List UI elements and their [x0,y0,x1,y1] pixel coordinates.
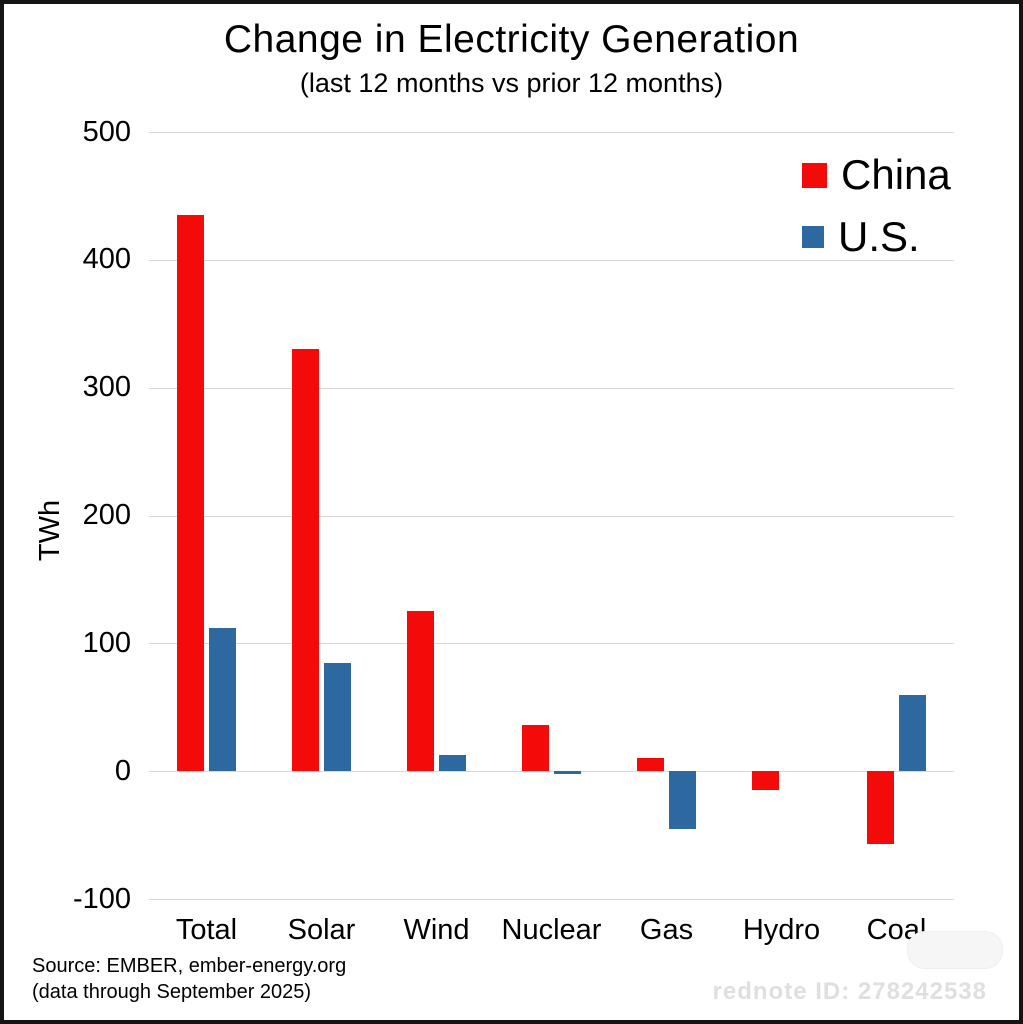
y-tick-400: 400 [82,243,131,276]
y-tick--100: -100 [72,882,131,915]
source-note: Source: EMBER, ember-energy.org (data th… [32,953,346,1005]
y-tick-200: 200 [82,499,131,531]
gridline-0 [149,771,954,773]
y-tick-100: 100 [82,626,131,659]
gridline-100 [149,643,954,645]
legend: China U.S. [802,144,951,268]
bar-us-wind [439,754,466,772]
bar-china-wind [407,611,434,772]
gridline-500 [149,132,954,133]
legend-swatch-us-icon [802,226,824,248]
x-label-nuclear: Nuclear [501,914,602,946]
bar-china-hydro [752,771,779,791]
legend-item-us: U.S. [802,206,951,268]
bar-us-coal [899,694,926,772]
bar-china-coal [867,771,894,845]
chart-title: Change in Electricity Generation [223,18,800,61]
y-tick-0: 0 [114,754,131,787]
x-label-hydro: Hydro [742,914,821,946]
y-tick-500: 500 [82,115,131,148]
y-tick-300: 300 [82,371,131,404]
source-line-2: (data through September 2025) [32,981,312,1003]
gridline-200 [149,515,954,517]
legend-label-china: China [841,151,951,198]
gridline-300 [149,387,954,389]
legend-item-china: China [802,144,951,206]
x-label-gas: Gas [639,914,694,946]
source-line-1: Source: EMBER, ember-energy.org [32,955,347,977]
x-label-wind: Wind [403,914,470,946]
legend-swatch-china-icon [802,162,827,188]
plot-area: 500 400 300 200 100 0 -100 Total Solar Wind Nuclea… [73,117,954,946]
gridline-400 [149,259,954,261]
watermark-text: rednote ID: 278242538 [712,978,987,1005]
x-label-solar: Solar [287,914,356,946]
bar-us-gas [669,771,696,829]
bar-us-total [209,628,236,772]
legend-label-us: U.S. [838,213,920,260]
gridline--100 [149,899,954,900]
bar-china-solar [292,349,319,772]
bar-us-nuclear [554,771,581,774]
watermark-badge [907,931,1003,969]
bar-china-total [177,215,204,772]
bar-china-gas [637,758,664,772]
chart-subtitle: (last 12 months vs prior 12 months) [299,68,724,98]
bar-us-solar [324,662,351,772]
x-label-total: Total [175,914,238,946]
bar-china-nuclear [522,725,549,772]
